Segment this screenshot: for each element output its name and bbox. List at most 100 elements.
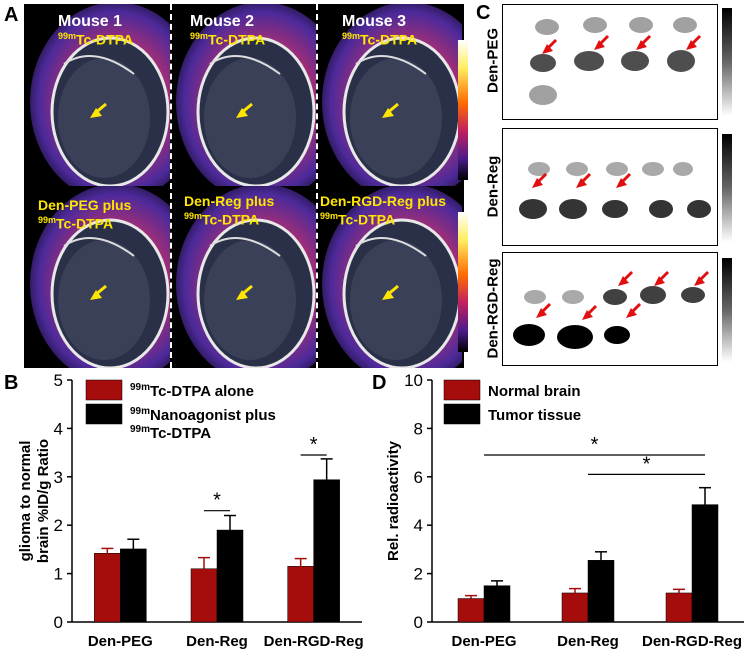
red-arrow-head-icon [694, 276, 705, 286]
bar [190, 568, 218, 623]
yellow-arrow-head-icon [90, 108, 102, 118]
red-arrow-head-icon [582, 310, 593, 320]
autoradiograph-strip-den-peg [502, 4, 718, 120]
spect-ct-image [322, 4, 462, 186]
legend-label: Normal brain [488, 383, 581, 400]
significance-star: * [643, 453, 651, 475]
chart-panel-d: 0 2 4 6 8 10 Rel. radioactivity Den-PEG Den-Reg D… [372, 370, 752, 657]
red-arrow-head-icon [542, 44, 553, 54]
bar [691, 504, 719, 623]
red-arrow-head-icon [536, 308, 547, 318]
y-tick-label: 6 [414, 468, 423, 487]
autoradiograph-strip-den-reg [502, 128, 718, 246]
red-arrow-head-icon [626, 308, 637, 318]
dashed-divider [170, 4, 172, 368]
spect-ct-slice [316, 186, 462, 368]
category-label: Den-PEG [451, 633, 516, 650]
y-tick-label: 4 [414, 516, 423, 535]
y-axis-label: glioma to normal [17, 441, 34, 562]
legend-label: 99mTc-DTPA alone [130, 382, 254, 400]
yellow-arrow-head-icon [382, 290, 394, 300]
spect-ct-image [30, 186, 170, 368]
panel-letter-a: A [4, 4, 19, 26]
brain-region [58, 240, 150, 360]
spect-ct-slice [170, 4, 316, 186]
yellow-arrow-head-icon [382, 108, 394, 118]
intensity-scale-bar [722, 258, 732, 362]
tile-label-mouse-3: Mouse 3 99mTc-DTPA [342, 13, 418, 48]
intensity-scale-bar [722, 134, 732, 242]
brain-region [350, 240, 442, 360]
tile-label-mouse-2: Mouse 2 99mTc-DTPA [190, 13, 266, 48]
yellow-arrow-head-icon [90, 290, 102, 300]
bone-edge [63, 55, 135, 75]
brain-region [204, 58, 296, 178]
intensity-colorbar [458, 40, 468, 180]
panel-letter-c: C [476, 2, 491, 24]
panel-letter-b: B [4, 372, 19, 394]
yellow-arrow-head-icon [236, 108, 248, 118]
category-label: Den-PEG [88, 633, 153, 650]
bone-edge [355, 237, 427, 257]
intensity-scale-bar [722, 8, 732, 116]
category-label: Den-RGD-Reg [264, 633, 364, 650]
y-axis-label: brain %ID/g Ratio [35, 439, 52, 563]
y-tick-label: 0 [414, 613, 423, 632]
significance-star: * [591, 434, 599, 456]
category-label: Den-Reg [186, 633, 248, 650]
spect-ct-image [322, 186, 462, 368]
red-arrow-head-icon [654, 276, 665, 286]
autoradiograph-spots [519, 162, 711, 219]
spect-ct-slice [24, 4, 170, 186]
significance-star: * [310, 434, 318, 456]
bar [313, 479, 340, 623]
y-tick-label: 2 [54, 516, 63, 535]
bar [216, 529, 244, 623]
autoradiograph-spots [513, 286, 705, 349]
bar [120, 548, 147, 623]
legend-swatch [85, 379, 123, 401]
spect-ct-image [30, 4, 170, 186]
bar-chart-b: 0 1 2 3 4 5 glioma to normal brain %ID/g Ratio D… [17, 371, 364, 650]
y-tick-label: 2 [414, 565, 423, 584]
chart-panel-b: 0 1 2 3 4 5 glioma to normal brain %ID/g Ratio D… [0, 370, 370, 657]
bar [287, 566, 314, 623]
bone-edge [209, 55, 281, 75]
spect-ct-image [176, 186, 316, 368]
panel-letter-d: D [372, 372, 387, 394]
tile-label-den-reg: Den-Reg plus 99mTc-DTPA [184, 193, 275, 228]
y-tick-label: 4 [54, 419, 63, 438]
y-tick-label: 1 [54, 565, 63, 584]
category-label: Den-RGD-Reg [642, 633, 742, 650]
y-tick-label: 5 [54, 371, 63, 390]
bone-edge [63, 237, 135, 257]
spect-ct-slice [24, 186, 170, 368]
y-axis-label: Rel. radioactivity [385, 440, 402, 561]
bone-edge [209, 237, 281, 257]
y-tick-label: 3 [54, 468, 63, 487]
red-arrow-head-icon [636, 40, 647, 50]
autoradiograph-strip-den-rgd-reg [502, 252, 718, 366]
brain-region [204, 240, 296, 360]
bar [457, 598, 485, 623]
significance-star: * [213, 490, 221, 512]
red-arrow-head-icon [576, 178, 587, 188]
tile-label-mouse-1: Mouse 1 99mTc-DTPA [58, 13, 134, 48]
y-tick-label: 0 [54, 613, 63, 632]
category-label: Den-Reg [557, 633, 619, 650]
red-arrow-annotations [532, 34, 710, 320]
mouse-title: Mouse 3 [342, 13, 407, 30]
intensity-colorbar [458, 212, 468, 352]
tile-label-den-peg: Den-PEG plus 99mTc-DTPA [38, 197, 132, 232]
bar [587, 560, 615, 623]
legend-swatch [443, 403, 481, 425]
bar [483, 585, 511, 623]
mouse-title: Mouse 1 [58, 13, 123, 30]
legend-label: Tumor tissue [488, 407, 581, 424]
legend-label: 99mNanoagonist plus [130, 406, 276, 424]
y-tick-label: 8 [414, 419, 423, 438]
spect-ct-image [176, 4, 316, 186]
spect-ct-slice [170, 186, 316, 368]
bone-edge [355, 55, 427, 75]
bar-chart-d: 0 2 4 6 8 10 Rel. radioactivity Den-PEG Den-Reg D… [385, 371, 744, 650]
